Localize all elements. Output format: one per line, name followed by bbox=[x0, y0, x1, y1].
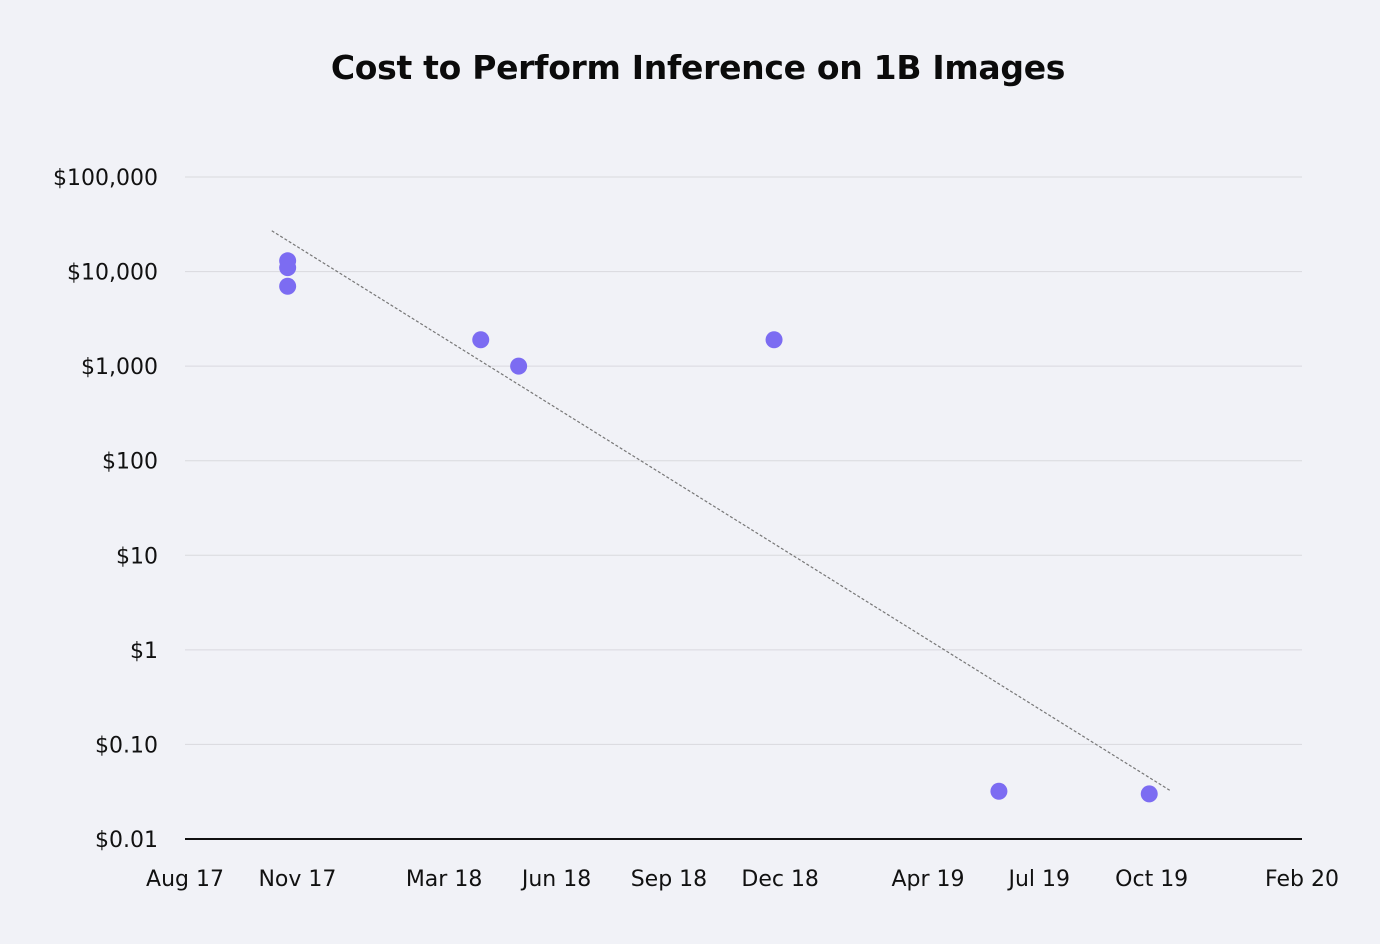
y-tick-label: $100 bbox=[102, 450, 158, 475]
y-tick-label: $0.01 bbox=[95, 828, 158, 853]
x-tick-label: Dec 18 bbox=[741, 867, 819, 892]
y-tick-label: $1,000 bbox=[81, 355, 158, 380]
trend-line bbox=[271, 230, 1172, 792]
y-tick-label: $100,000 bbox=[53, 166, 158, 191]
chart-title: Cost to Perform Inference on 1B Images bbox=[330, 48, 1066, 87]
x-tick-label: Jun 18 bbox=[520, 867, 591, 892]
data-point bbox=[279, 259, 297, 277]
data-point bbox=[1140, 785, 1158, 803]
x-tick-label: Jul 19 bbox=[1006, 867, 1070, 892]
x-tick-label: Mar 18 bbox=[406, 867, 483, 892]
y-tick-label: $10 bbox=[116, 544, 158, 569]
data-point bbox=[472, 331, 490, 349]
data-point bbox=[279, 277, 297, 295]
x-tick-label: Aug 17 bbox=[146, 867, 224, 892]
x-tick-label: Feb 20 bbox=[1265, 867, 1339, 892]
data-point bbox=[990, 782, 1008, 800]
y-tick-label: $0.10 bbox=[95, 733, 158, 758]
data-point bbox=[765, 331, 783, 349]
y-tick-label: $1 bbox=[130, 639, 158, 664]
x-tick-label: Nov 17 bbox=[258, 867, 336, 892]
x-tick-label: Apr 19 bbox=[892, 867, 965, 892]
x-tick-label: Sep 18 bbox=[631, 867, 707, 892]
y-tick-label: $10,000 bbox=[67, 261, 158, 286]
data-point bbox=[510, 357, 528, 375]
x-tick-label: Oct 19 bbox=[1115, 867, 1188, 892]
